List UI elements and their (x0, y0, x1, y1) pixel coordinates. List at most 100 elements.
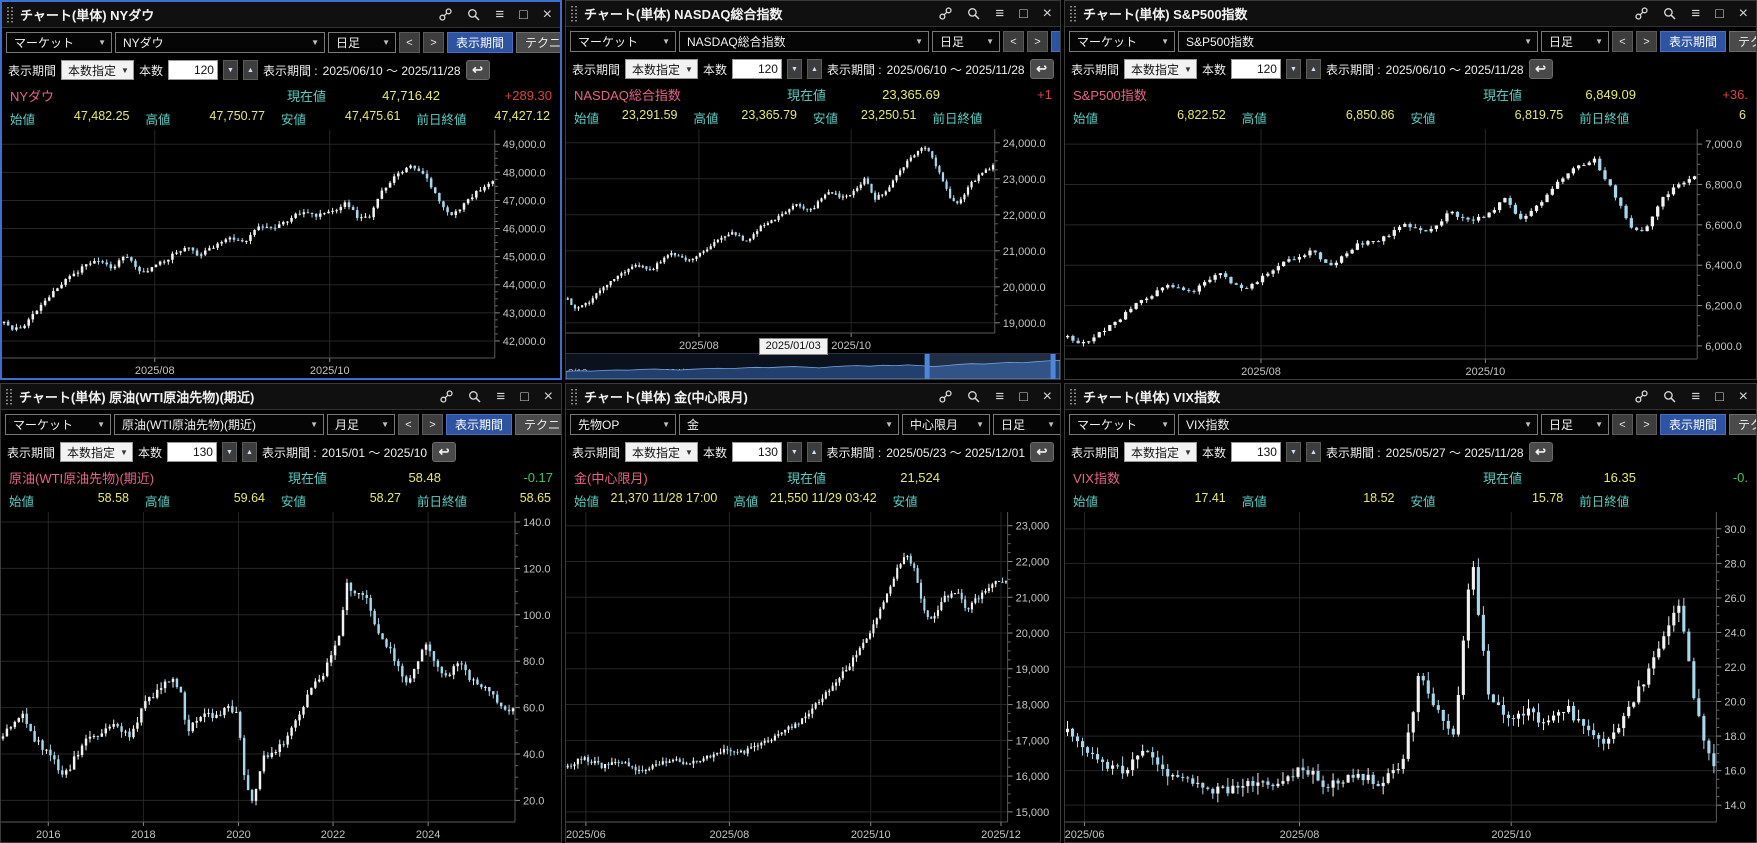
count-increase-button[interactable] (241, 442, 257, 462)
category-select[interactable]: マーケット (1069, 414, 1175, 435)
close-icon[interactable] (1043, 390, 1052, 404)
menu-icon[interactable] (1691, 7, 1700, 21)
reload-icon[interactable] (1528, 59, 1553, 79)
drag-handle-icon[interactable] (1069, 5, 1077, 22)
close-icon[interactable] (543, 8, 552, 22)
count-increase-button[interactable] (1305, 59, 1321, 79)
next-period-button[interactable] (1636, 414, 1657, 435)
menu-icon[interactable] (495, 8, 504, 22)
maximize-icon[interactable] (1715, 390, 1723, 404)
period-mode-select[interactable]: 本数指定 (1124, 442, 1197, 462)
category-select[interactable]: 先物OP (570, 414, 676, 435)
window-titlebar[interactable]: チャート(単体) NYダウ (2, 2, 560, 28)
link-icon[interactable] (939, 390, 953, 404)
link-icon[interactable] (939, 7, 953, 21)
next-period-button[interactable] (422, 414, 443, 435)
close-icon[interactable] (1043, 7, 1052, 21)
period-mode-select[interactable]: 本数指定 (61, 60, 134, 80)
search-icon[interactable] (967, 390, 980, 404)
display-period-button[interactable]: 表示期間 (1660, 31, 1727, 52)
bar-count-input[interactable] (166, 442, 217, 462)
menu-icon[interactable] (496, 390, 505, 404)
display-period-button[interactable]: 表示期間 (447, 32, 514, 53)
count-decrease-button[interactable] (1285, 442, 1301, 462)
close-icon[interactable] (1739, 390, 1748, 404)
close-icon[interactable] (1739, 7, 1748, 21)
display-period-button[interactable]: 表示期間 (446, 414, 513, 435)
count-increase-button[interactable] (806, 442, 822, 462)
technical-button[interactable]: テクニ (1729, 31, 1756, 52)
maximize-icon[interactable] (1019, 390, 1027, 404)
window-titlebar[interactable]: チャート(単体) VIX指数 (1065, 384, 1756, 410)
category-select[interactable]: マーケット (6, 32, 112, 53)
count-decrease-button[interactable] (1285, 59, 1301, 79)
link-icon[interactable] (439, 8, 453, 22)
link-icon[interactable] (440, 390, 454, 404)
search-icon[interactable] (967, 7, 980, 21)
symbol-select[interactable]: 原油(WTI原油先物)(期近) (114, 414, 324, 435)
drag-handle-icon[interactable] (6, 6, 14, 23)
next-period-button[interactable] (1636, 31, 1657, 52)
symbol-select[interactable]: VIX指数 (1178, 414, 1538, 435)
window-titlebar[interactable]: チャート(単体) S&P500指数 (1065, 1, 1756, 27)
reload-icon[interactable] (1029, 59, 1054, 79)
reload-icon[interactable] (432, 442, 457, 462)
category-select[interactable]: マーケット (5, 414, 111, 435)
prev-period-button[interactable] (398, 414, 419, 435)
candlestick-chart[interactable]: 24,000.0 23,000.0 22,000.0 21,000.0 20,000.0… (566, 129, 1060, 353)
contract-select[interactable]: 中心限月 (902, 414, 990, 435)
window-titlebar[interactable]: チャート(単体) 金(中心限月) (566, 384, 1060, 410)
bar-count-input[interactable] (731, 442, 782, 462)
timeframe-select[interactable]: 日足 (1541, 31, 1609, 52)
count-decrease-button[interactable] (222, 60, 238, 80)
period-mode-select[interactable]: 本数指定 (60, 442, 133, 462)
menu-icon[interactable] (1691, 390, 1700, 404)
link-icon[interactable] (1635, 7, 1649, 21)
close-icon[interactable] (544, 390, 553, 404)
count-decrease-button[interactable] (786, 442, 802, 462)
bar-count-input[interactable] (167, 60, 218, 80)
maximize-icon[interactable] (520, 390, 528, 404)
count-increase-button[interactable] (1305, 442, 1321, 462)
symbol-select[interactable]: 金 (679, 414, 899, 435)
reload-icon[interactable] (1528, 442, 1553, 462)
search-icon[interactable] (468, 390, 481, 404)
candlestick-chart[interactable]: 30.0 28.0 26.0 24.0 22.0 20.0 18.0 16.0 14.0 2025… (1065, 512, 1756, 842)
period-mode-select[interactable]: 本数指定 (1124, 59, 1197, 79)
period-mode-select[interactable]: 本数指定 (625, 442, 698, 462)
symbol-select[interactable]: NASDAQ総合指数 (679, 31, 929, 52)
search-icon[interactable] (467, 8, 480, 22)
next-period-button[interactable] (1027, 31, 1048, 52)
bar-count-input[interactable] (1230, 442, 1281, 462)
symbol-select[interactable]: S&P500指数 (1178, 31, 1538, 52)
window-titlebar[interactable]: チャート(単体) NASDAQ総合指数 (566, 1, 1060, 27)
category-select[interactable]: マーケット (1069, 31, 1175, 52)
drag-handle-icon[interactable] (570, 5, 578, 22)
timeframe-select[interactable]: 日足 (1541, 414, 1609, 435)
drag-handle-icon[interactable] (570, 388, 578, 405)
reload-icon[interactable] (465, 60, 490, 80)
menu-icon[interactable] (995, 7, 1004, 21)
technical-button[interactable]: テクニ (1729, 414, 1756, 435)
symbol-select[interactable]: NYダウ (115, 32, 325, 53)
category-select[interactable]: マーケット (570, 31, 676, 52)
period-mode-select[interactable]: 本数指定 (625, 59, 698, 79)
menu-icon[interactable] (995, 390, 1004, 404)
prev-period-button[interactable] (1003, 31, 1024, 52)
maximize-icon[interactable] (1019, 7, 1027, 21)
timeframe-select[interactable]: 日足 (932, 31, 1000, 52)
link-icon[interactable] (1635, 390, 1649, 404)
display-period-button[interactable]: 表示期間 (1660, 414, 1727, 435)
count-decrease-button[interactable] (221, 442, 237, 462)
bar-count-input[interactable] (731, 59, 782, 79)
date-range-slider[interactable]: 3/12 2024/06 2024/12 2025/06 (566, 353, 1060, 379)
count-decrease-button[interactable] (786, 59, 802, 79)
candlestick-chart[interactable]: 23,000 22,000 21,000 20,000 19,000 18,000 17,0… (566, 512, 1060, 842)
prev-period-button[interactable] (399, 32, 420, 53)
technical-button[interactable]: テクニ (515, 414, 561, 435)
candlestick-chart[interactable]: 49,000.0 48,000.0 47,000.0 46,000.0 45,000.0… (2, 130, 560, 378)
bar-count-input[interactable] (1230, 59, 1281, 79)
next-period-button[interactable] (423, 32, 444, 53)
count-increase-button[interactable] (806, 59, 822, 79)
search-icon[interactable] (1663, 390, 1676, 404)
